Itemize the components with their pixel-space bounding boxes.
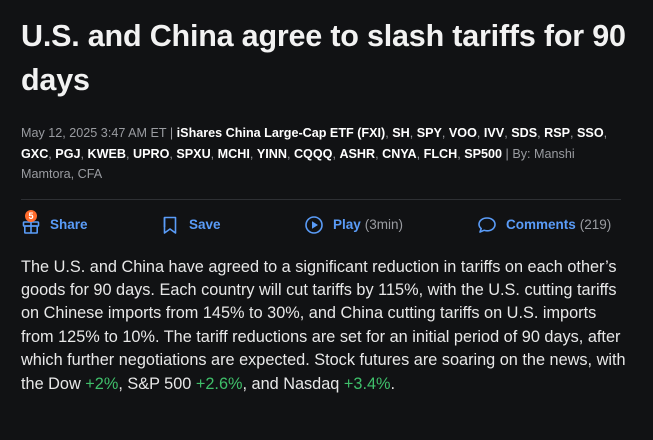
ticker-link[interactable]: CQQQ [293, 146, 333, 161]
share-label: Share [50, 217, 88, 232]
ticker-comma: , [286, 146, 294, 161]
ticker-link[interactable]: SP500 [464, 146, 503, 161]
ticker-comma: , [457, 146, 465, 161]
ticker-link[interactable]: iShares China Large-Cap ETF (FXI) [176, 126, 386, 140]
ticker-comma: , [169, 146, 177, 161]
ticker-link[interactable]: CNYA [382, 146, 417, 161]
ticker-link[interactable]: SPXU [176, 146, 211, 161]
ticker-comma: , [385, 126, 393, 140]
ticker-link[interactable]: FLCH [423, 146, 458, 161]
ticker-link[interactable]: GXC [21, 146, 49, 161]
ticker-link[interactable]: SDS [511, 126, 538, 140]
play-duration: (3min) [364, 217, 404, 232]
meta-separator: | [169, 126, 174, 140]
comments-label: Comments [506, 217, 576, 232]
ticker-link[interactable]: IVV [483, 126, 505, 140]
ticker-comma: , [48, 146, 56, 161]
ticker-comma: , [249, 146, 257, 161]
gift-box-icon: 5 [21, 209, 41, 235]
ticker-link[interactable]: SPY [416, 126, 442, 140]
ticker-comma: , [603, 126, 608, 140]
play-circle-icon [304, 215, 324, 235]
ticker-comma: , [210, 146, 218, 161]
save-label: Save [189, 217, 221, 232]
ticker-comma: , [416, 146, 424, 161]
share-count-badge: 5 [25, 209, 37, 222]
summary-text: , and Nasdaq [242, 374, 344, 393]
ticker-comma: , [332, 146, 340, 161]
publish-date: May 12, 2025 3:47 AM ET [21, 126, 167, 140]
sp500-change: +2.6% [195, 374, 243, 393]
ticker-comma: , [375, 146, 383, 161]
share-button[interactable]: 5 Share [21, 209, 88, 235]
divider [21, 198, 621, 200]
ticker-link[interactable]: YINN [256, 146, 287, 161]
nasdaq-change: +3.4% [343, 374, 391, 393]
summary-text: , S&P 500 [118, 374, 196, 393]
dow-change: +2% [85, 374, 119, 393]
play-button[interactable]: Play (3min) [304, 215, 403, 235]
summary-text: . [390, 374, 396, 393]
headline: U.S. and China agree to slash tariffs fo… [21, 19, 626, 97]
meta-separator: | [505, 146, 509, 161]
save-button[interactable]: Save [160, 215, 221, 235]
bookmark-icon [160, 215, 180, 235]
speech-bubble-icon [477, 215, 497, 235]
author-name[interactable]: Manshi Mamtora, CFA [21, 146, 575, 182]
ticker-link[interactable]: PGJ [55, 146, 81, 161]
ticker-comma: , [80, 146, 88, 161]
ticker-link[interactable]: UPRO [132, 146, 170, 161]
by-label: By: [512, 146, 531, 161]
ticker-link[interactable]: VOO [448, 126, 477, 140]
ticker-comma: , [504, 126, 512, 140]
ticker-comma: , [409, 126, 417, 140]
comments-button[interactable]: Comments (219) [477, 215, 611, 235]
ticker-link[interactable]: SSO [577, 126, 604, 140]
ticker-link[interactable]: MCHI [217, 146, 250, 161]
ticker-link[interactable]: KWEB [87, 146, 126, 161]
ticker-comma: , [125, 146, 133, 161]
ticker-comma: , [570, 126, 578, 140]
ticker-list: iShares China Large-Cap ETF (FXI), SH, S… [21, 126, 607, 161]
summary-text: The U.S. and China have agreed to a sign… [21, 257, 626, 393]
play-label: Play [333, 217, 361, 232]
ticker-comma: , [441, 126, 449, 140]
ticker-link[interactable]: SH [392, 126, 410, 140]
action-bar: 5 Share Save Play (3min) [21, 200, 621, 252]
ticker-link[interactable]: RSP [544, 126, 571, 140]
article-meta: May 12, 2025 3:47 AM ET | iShares China … [21, 123, 621, 185]
ticker-comma: , [537, 126, 545, 140]
ticker-comma: , [476, 126, 484, 140]
comments-count: (219) [579, 217, 612, 232]
article-summary: The U.S. and China have agreed to a sign… [21, 256, 633, 396]
ticker-link[interactable]: ASHR [339, 146, 376, 161]
